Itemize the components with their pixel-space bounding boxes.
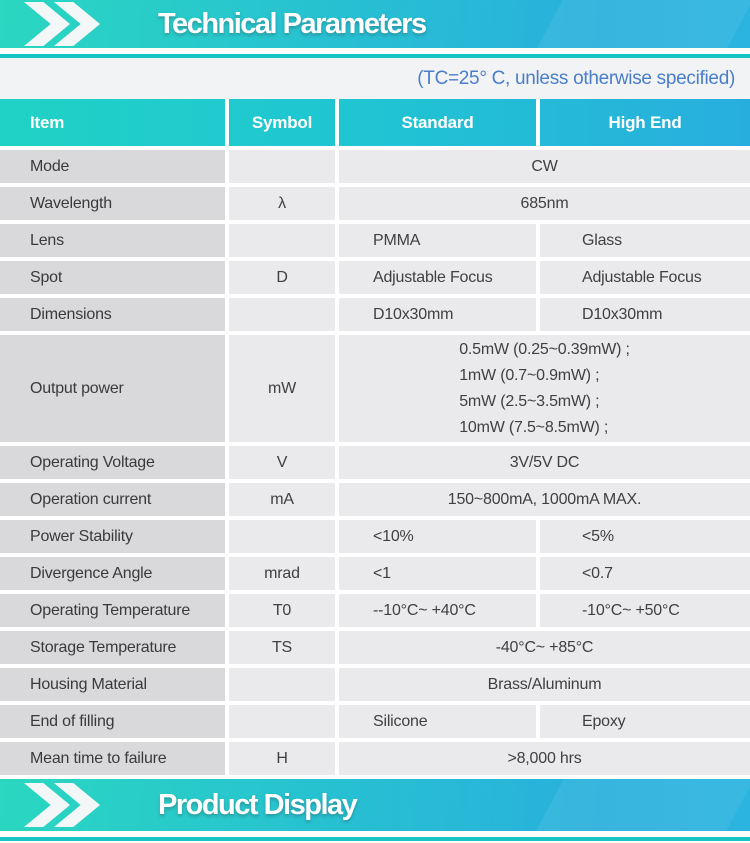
high-end-value-cell: Adjustable Focus [540, 261, 750, 294]
section-banner-product-display: Product Display [0, 779, 750, 831]
item-cell: Mean time to failure [0, 742, 225, 775]
item-cell: Wavelength [0, 187, 225, 220]
header-standard: Standard [401, 112, 474, 132]
item-cell: Housing Material [0, 668, 225, 701]
parameters-table-body: Mode CW Wavelength λ 685nm Lens PMMA Glass Spot D… [0, 150, 750, 775]
standard-value-cell: --10°C~ +40°C [339, 594, 536, 627]
high-end-value-cell: Glass [540, 224, 750, 257]
symbol-cell [229, 150, 335, 183]
item-cell: Lens [0, 224, 225, 257]
standard-value-cell: D10x30mm [339, 298, 536, 331]
high-end-value-cell: <0.7 [540, 557, 750, 590]
symbol-cell: H [229, 742, 335, 775]
standard-value-cell: <10% [339, 520, 536, 553]
symbol-cell: T0 [229, 594, 335, 627]
item-cell: Output power [0, 335, 225, 442]
item-cell: Mode [0, 150, 225, 183]
banner-highlight-shape [530, 779, 750, 831]
item-cell: Spot [0, 261, 225, 294]
value-line: 5mW (2.5~3.5mW) ; [459, 392, 600, 410]
column-divider [225, 99, 229, 146]
double-chevron-right-icon [24, 2, 100, 46]
item-cell: Operating Voltage [0, 446, 225, 479]
symbol-cell [229, 668, 335, 701]
symbol-cell [229, 224, 335, 257]
header-high-end: High End [608, 112, 682, 132]
header-symbol: Symbol [251, 112, 313, 132]
high-end-value-cell: D10x30mm [540, 298, 750, 331]
item-cell: Operation current [0, 483, 225, 516]
header-item: Item [30, 112, 65, 132]
section-title-product-display: Product Display [158, 788, 358, 821]
item-cell: Operating Temperature [0, 594, 225, 627]
test-condition-band: (TC=25° C, unless otherwise specified) [0, 58, 750, 99]
merged-value-cell: 150~800mA, 1000mA MAX. [339, 483, 750, 516]
divider [0, 48, 750, 54]
symbol-cell: mA [229, 483, 335, 516]
standard-value-cell: Silicone [339, 705, 536, 738]
symbol-cell: TS [229, 631, 335, 664]
standard-value-cell: Adjustable Focus [339, 261, 536, 294]
symbol-cell: V [229, 446, 335, 479]
merged-value-cell: 3V/5V DC [339, 446, 750, 479]
high-end-value-cell: -10°C~ +50°C [540, 594, 750, 627]
merged-value-cell: 685nm [339, 187, 750, 220]
standard-value-cell: <1 [339, 557, 536, 590]
symbol-cell [229, 520, 335, 553]
banner-highlight-shape [531, 0, 750, 48]
accent-divider [0, 54, 750, 58]
item-cell: Divergence Angle [0, 557, 225, 590]
merged-value-cell: -40°C~ +85°C [339, 631, 750, 664]
item-cell: End of filling [0, 705, 225, 738]
symbol-cell: mW [229, 335, 335, 442]
high-end-value-cell: <5% [540, 520, 750, 553]
merged-value-cell: CW [339, 150, 750, 183]
item-cell: Dimensions [0, 298, 225, 331]
high-end-value-cell: Epoxy [540, 705, 750, 738]
value-line: 0.5mW (0.25~0.39mW) ; [459, 340, 630, 358]
symbol-cell: λ [229, 187, 335, 220]
column-divider [536, 99, 540, 146]
column-divider [335, 99, 339, 146]
value-line: 10mW (7.5~8.5mW) ; [459, 418, 609, 436]
section-banner-technical-parameters: Technical Parameters [0, 0, 750, 48]
item-cell: Storage Temperature [0, 631, 225, 664]
value-lines: 0.5mW (0.25~0.39mW) ; 1mW (0.7~0.9mW) ; 5m… [459, 337, 630, 441]
double-chevron-right-icon [24, 783, 100, 827]
section-title-technical-parameters: Technical Parameters [158, 7, 427, 40]
divider [0, 775, 750, 779]
symbol-cell: D [229, 261, 335, 294]
merged-value-cell: 0.5mW (0.25~0.39mW) ; 1mW (0.7~0.9mW) ; 5m… [339, 335, 750, 442]
table-header: Item Symbol Standard High End [0, 99, 750, 146]
symbol-cell [229, 298, 335, 331]
symbol-cell [229, 705, 335, 738]
test-condition-note: (TC=25° C, unless otherwise specified) [417, 67, 735, 89]
item-cell: Power Stability [0, 520, 225, 553]
symbol-cell: mrad [229, 557, 335, 590]
divider [0, 831, 750, 837]
accent-divider [0, 837, 750, 841]
value-line: 1mW (0.7~0.9mW) ; [459, 366, 600, 384]
merged-value-cell: Brass/Aluminum [339, 668, 750, 701]
standard-value-cell: PMMA [339, 224, 536, 257]
merged-value-cell: >8,000 hrs [339, 742, 750, 775]
